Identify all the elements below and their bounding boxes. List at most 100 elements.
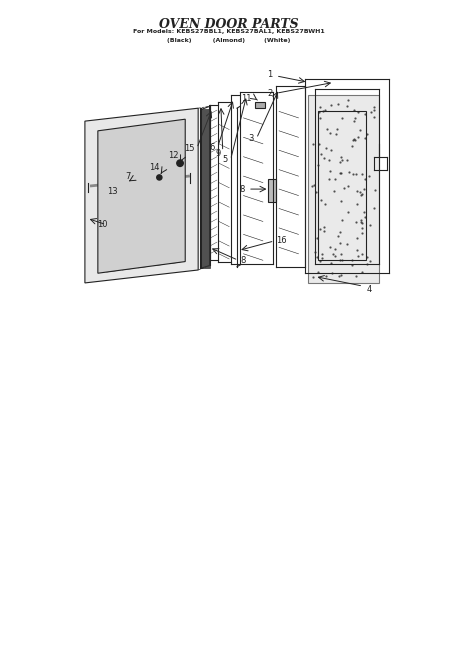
Point [338, 155, 346, 165]
Point [328, 268, 336, 278]
Point [312, 187, 319, 198]
Text: 4: 4 [366, 285, 372, 294]
Point [363, 252, 371, 263]
Point [332, 174, 339, 185]
Point [326, 242, 333, 252]
Point [337, 196, 345, 206]
Text: 14: 14 [149, 163, 159, 172]
Point [370, 101, 378, 112]
Point [336, 157, 344, 167]
Point [337, 270, 344, 280]
Circle shape [157, 175, 162, 180]
Point [371, 185, 378, 196]
Point [337, 168, 344, 178]
Point [358, 218, 366, 229]
Point [360, 184, 368, 194]
Point [333, 124, 340, 135]
Point [320, 226, 328, 237]
Text: 13: 13 [107, 187, 117, 196]
Point [344, 101, 351, 111]
Point [338, 112, 346, 123]
Text: For Models: KEBS27BBL1, KEBS27BAL1, KEBS27BWH1: For Models: KEBS27BBL1, KEBS27BAL1, KEBS… [133, 29, 325, 34]
Text: 10: 10 [97, 220, 108, 229]
Point [352, 217, 359, 228]
Point [371, 105, 378, 115]
Point [318, 195, 325, 205]
Polygon shape [85, 108, 198, 283]
Point [353, 169, 360, 179]
Point [352, 270, 359, 281]
Point [310, 139, 317, 150]
Point [356, 125, 364, 135]
Point [334, 98, 342, 109]
Point [344, 155, 351, 165]
Text: 8: 8 [240, 256, 246, 265]
Point [328, 257, 335, 268]
Point [322, 270, 330, 281]
Point [338, 214, 346, 225]
Text: 1: 1 [267, 70, 273, 79]
Point [354, 107, 362, 117]
Point [318, 149, 325, 159]
Point [344, 207, 351, 217]
Point [350, 116, 358, 126]
Point [314, 267, 321, 278]
Text: 9: 9 [216, 149, 221, 158]
Point [316, 224, 324, 234]
Point [336, 271, 343, 281]
Point [311, 247, 319, 257]
Point [362, 174, 369, 185]
Point [345, 95, 352, 105]
Point [366, 255, 374, 266]
Point [360, 207, 367, 218]
Text: OVEN DOOR PARTS: OVEN DOOR PARTS [159, 18, 299, 31]
Point [365, 171, 373, 181]
Text: 7: 7 [125, 172, 130, 181]
Point [361, 133, 369, 143]
Circle shape [177, 160, 183, 166]
Point [353, 244, 361, 255]
Text: 5: 5 [222, 155, 228, 164]
Point [368, 107, 375, 117]
Point [337, 151, 345, 162]
Point [328, 99, 335, 110]
Point [331, 251, 338, 261]
Point [355, 251, 362, 261]
Point [332, 244, 339, 254]
Point [336, 255, 344, 265]
Text: (Black)          (Almond)         (White): (Black) (Almond) (White) [167, 38, 290, 43]
Point [349, 169, 357, 179]
Point [319, 248, 326, 259]
Point [349, 135, 356, 145]
Point [320, 222, 328, 232]
Point [327, 145, 335, 155]
Point [358, 188, 365, 199]
Point [358, 168, 365, 179]
Point [357, 214, 365, 225]
Point [344, 181, 352, 191]
Point [319, 105, 327, 116]
Point [348, 255, 356, 265]
Point [338, 255, 346, 265]
Bar [255, 101, 265, 108]
Text: 8: 8 [239, 185, 245, 194]
Point [334, 231, 342, 241]
Polygon shape [98, 119, 185, 273]
Text: 15: 15 [184, 144, 195, 153]
Point [353, 199, 360, 209]
Point [332, 129, 340, 139]
Point [351, 135, 358, 146]
Point [351, 105, 358, 115]
Point [353, 186, 361, 196]
Point [318, 252, 326, 263]
Point [340, 183, 347, 193]
Point [329, 249, 337, 259]
Bar [318, 111, 366, 260]
Point [357, 187, 365, 197]
Point [348, 259, 356, 270]
Point [320, 153, 328, 163]
Point [361, 212, 368, 222]
Point [366, 220, 374, 230]
Point [323, 124, 330, 135]
Point [337, 168, 345, 178]
